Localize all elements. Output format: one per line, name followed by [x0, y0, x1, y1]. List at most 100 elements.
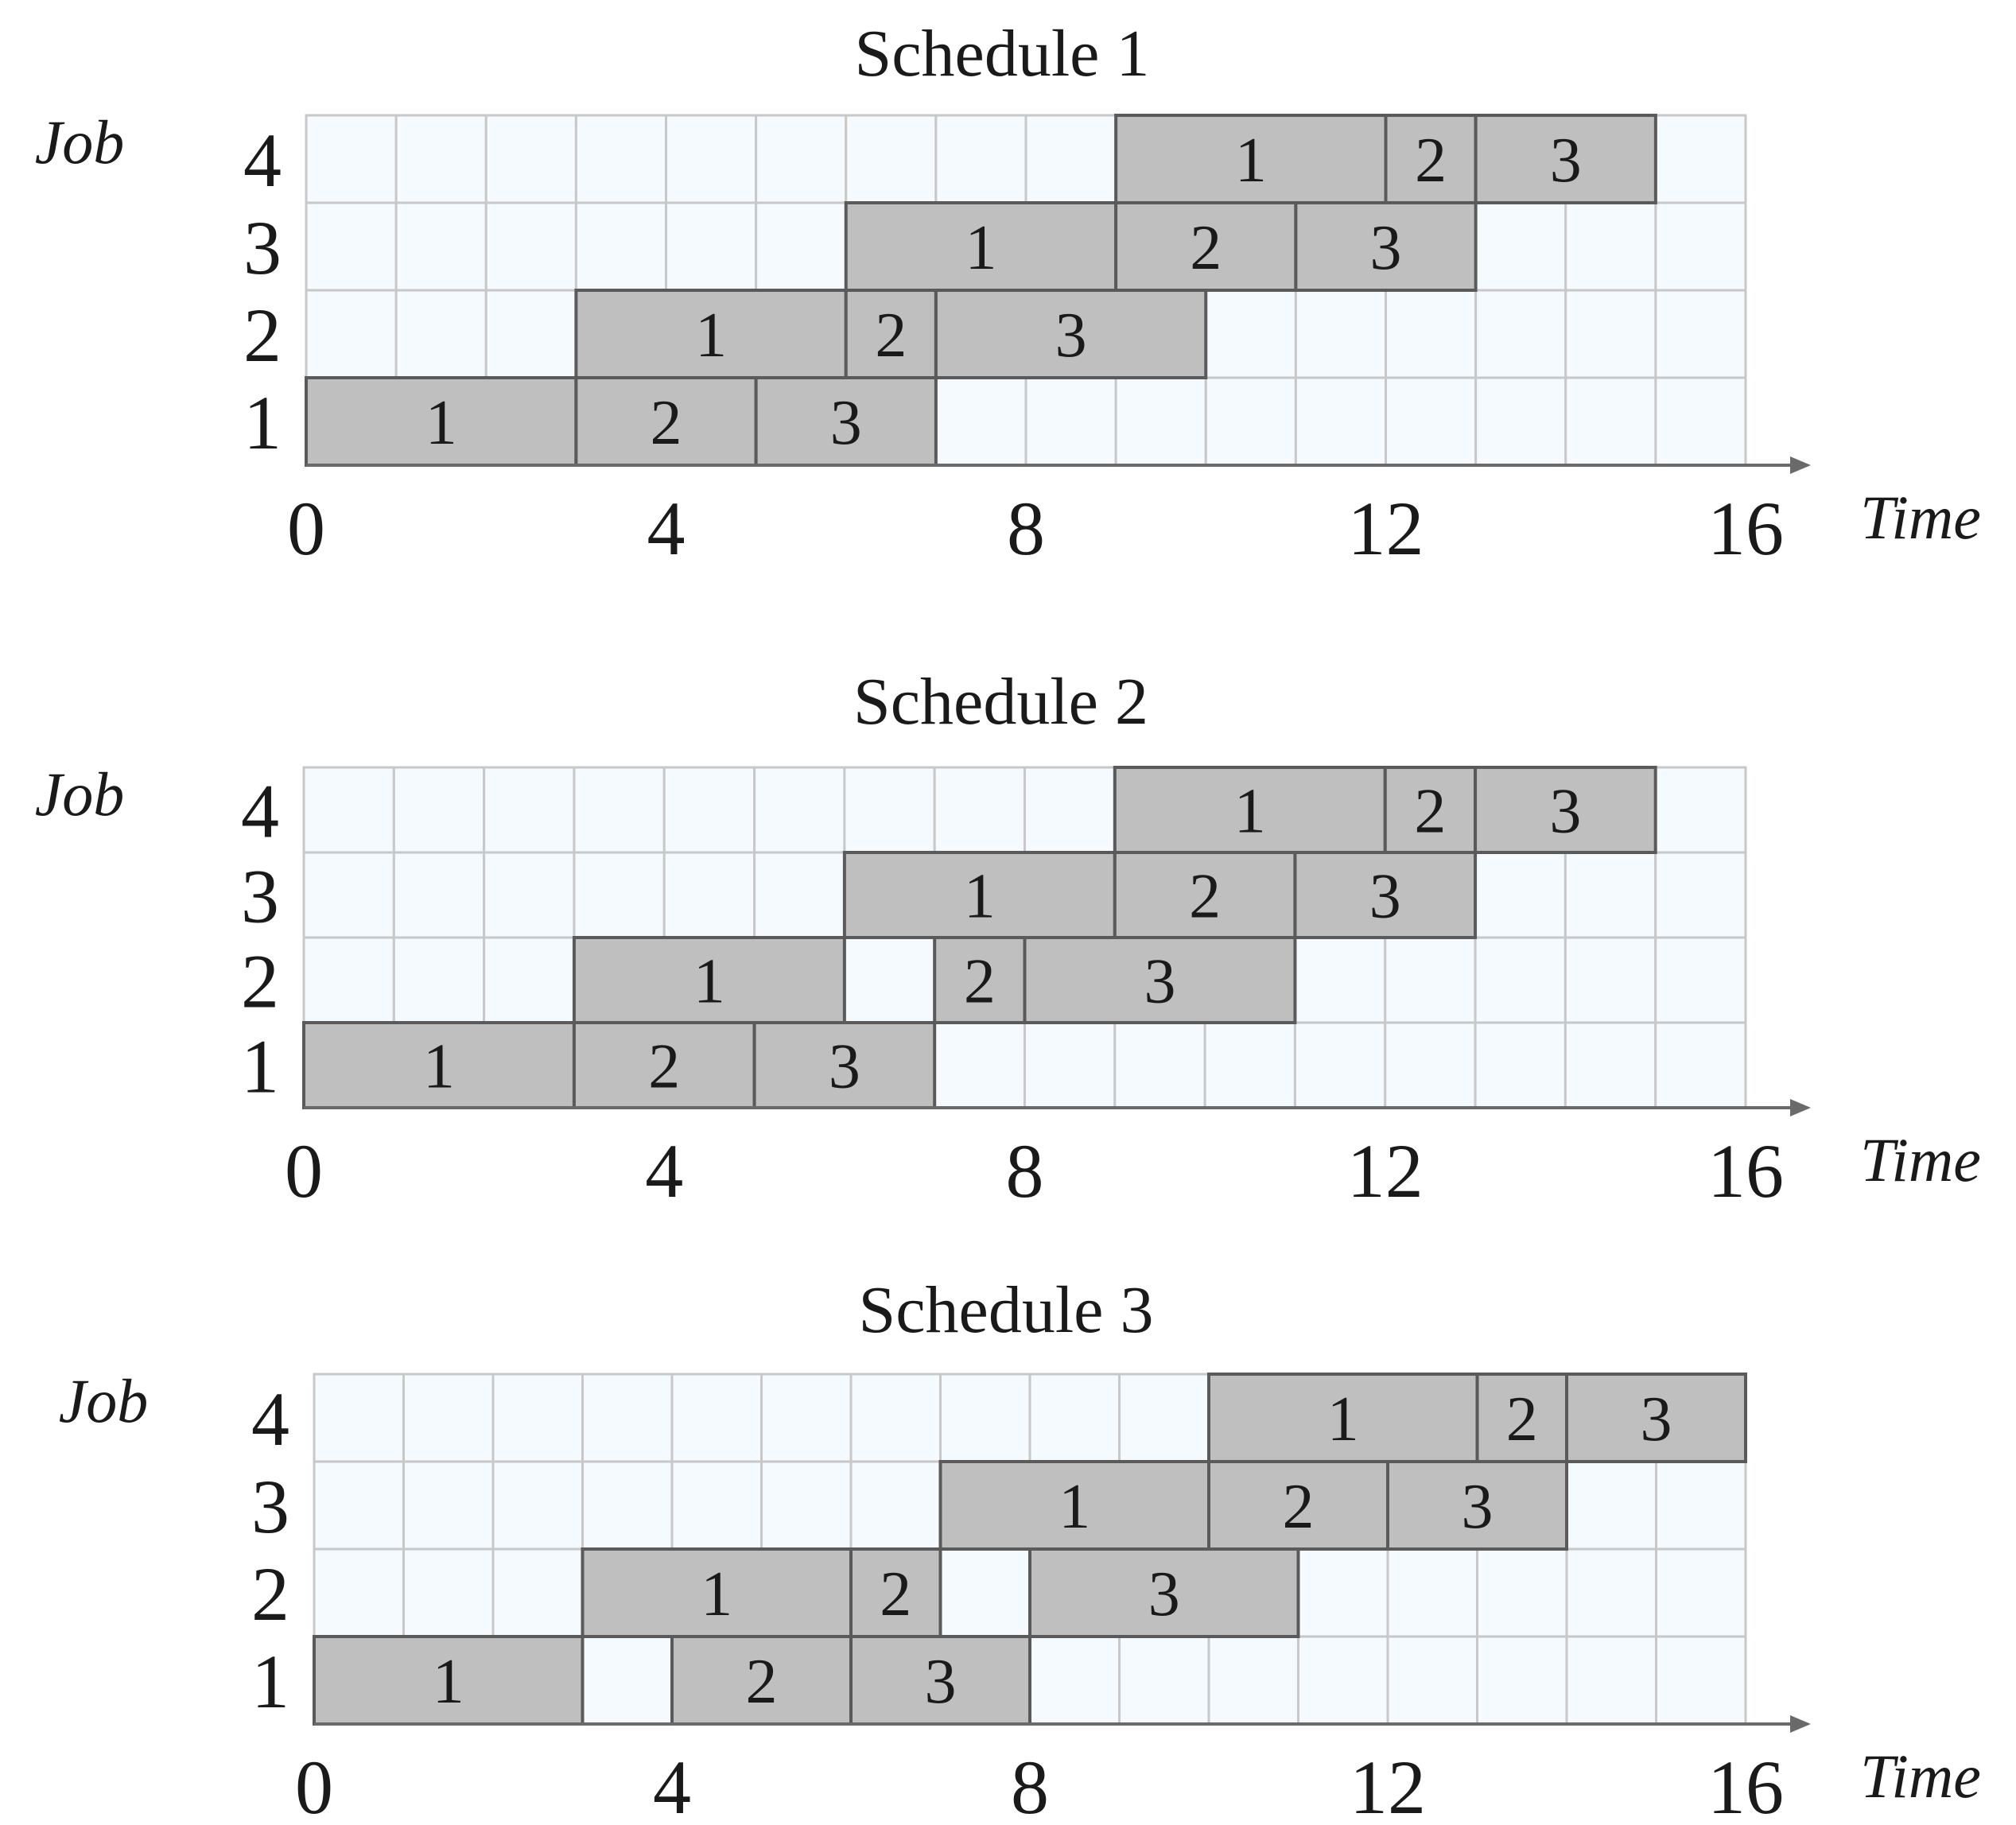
task-bar [1023, 936, 1297, 1024]
grid-cell [1293, 1021, 1387, 1109]
grid-cell [1024, 114, 1117, 204]
x-axis-arrow-icon [1790, 456, 1811, 474]
task-bar [1114, 114, 1388, 204]
grid-cell [1024, 766, 1117, 854]
task-bar [574, 289, 848, 379]
x-tick-label: 16 [1707, 1128, 1784, 1213]
grid-cell [933, 766, 1026, 854]
grid-cell [1384, 1021, 1477, 1109]
task-bar-label: 1 [695, 301, 727, 371]
grid-cell [845, 114, 938, 204]
grid-cell [1654, 766, 1747, 854]
grid-cell [1563, 1021, 1657, 1109]
grid-cell [305, 201, 398, 292]
grid-cell [1386, 1635, 1478, 1726]
task-bar-label: 2 [746, 1647, 778, 1717]
grid-cell [1474, 1021, 1567, 1109]
grid-cell [1654, 936, 1747, 1024]
y-tick-label: 4 [243, 118, 282, 203]
grid-cell [1024, 1021, 1117, 1109]
grid-cell [1476, 1635, 1568, 1726]
task-bar-label: 1 [1058, 1472, 1090, 1542]
task-bar [844, 289, 938, 379]
task-bar [1294, 201, 1478, 292]
task-bar-label: 1 [433, 1647, 464, 1717]
grid-cell [392, 936, 486, 1024]
grid-cell [581, 1460, 674, 1551]
task-bar-label: 1 [1327, 1384, 1359, 1454]
grid-cell [939, 1547, 1031, 1638]
chart-title: Schedule 3 [859, 1273, 1154, 1347]
task-bar [1113, 766, 1387, 854]
x-tick-label: 8 [1006, 1128, 1044, 1213]
x-tick-label: 0 [287, 486, 325, 571]
grid-cell [1564, 376, 1657, 467]
grid-cell [934, 114, 1027, 204]
grid-cell [934, 376, 1027, 467]
grid-cell [305, 289, 398, 379]
x-tick-label: 4 [645, 1128, 683, 1213]
grid-cell [670, 1373, 763, 1463]
grid-cell [843, 936, 936, 1024]
task-bar-label: 2 [1506, 1384, 1538, 1454]
x-tick-label: 4 [653, 1745, 691, 1825]
grid-cell [302, 766, 395, 854]
task-bar [1475, 1373, 1568, 1463]
grid-cell [1565, 1635, 1657, 1726]
task-bar-label: 3 [925, 1647, 957, 1717]
grid-cell [665, 114, 758, 204]
task-bar [572, 936, 846, 1024]
grid-cell [1294, 376, 1387, 467]
grid-cell [1294, 289, 1387, 379]
task-bar [1207, 1460, 1389, 1551]
task-bar [934, 289, 1208, 379]
grid-cell [402, 1547, 495, 1638]
task-bar-label: 3 [1641, 1384, 1672, 1454]
task-bar-label: 2 [1414, 777, 1446, 847]
y-tick-label: 3 [251, 1464, 289, 1549]
task-bar [574, 376, 758, 467]
grid-cell [662, 766, 756, 854]
x-axis-arrow-icon [1790, 1715, 1811, 1733]
grid-cell [1655, 1460, 1747, 1551]
grid-cell [1385, 376, 1478, 467]
x-tick-label: 12 [1347, 1128, 1424, 1213]
grid-cell [755, 201, 848, 292]
grid-cell [1028, 1635, 1121, 1726]
x-axis-label: Time [1860, 1742, 1981, 1811]
grid-cell [313, 1460, 405, 1551]
task-bar [1565, 1373, 1747, 1463]
task-bar-label: 1 [1235, 126, 1267, 196]
grid-cell [1114, 376, 1207, 467]
grid-cell [483, 766, 576, 854]
task-bar-label: 2 [648, 1032, 680, 1102]
grid-cell [1654, 376, 1747, 467]
grid-cell [1207, 1635, 1299, 1726]
task-bar-label: 2 [964, 947, 996, 1017]
grid-cell [760, 1460, 853, 1551]
task-bar-label: 2 [1415, 126, 1447, 196]
x-tick-label: 12 [1350, 1745, 1426, 1825]
grid-cell [753, 851, 846, 939]
grid-cell [402, 1460, 495, 1551]
grid-cell [392, 766, 486, 854]
grid-cell [1474, 376, 1567, 467]
grid-cell [484, 201, 577, 292]
y-axis-label: Job [35, 107, 125, 177]
task-bar-label: 1 [965, 213, 996, 283]
x-axis-label: Time [1860, 483, 1981, 552]
grid-cell [1118, 1373, 1210, 1463]
grid-cell [484, 289, 577, 379]
task-bar [1113, 851, 1297, 939]
task-bar [1474, 114, 1657, 204]
grid-cell [665, 201, 758, 292]
task-bar-label: 1 [425, 388, 457, 458]
grid-cell [402, 1373, 495, 1463]
grid-cell [1474, 936, 1567, 1024]
grid-cell [1563, 851, 1657, 939]
x-tick-label: 16 [1707, 486, 1784, 571]
grid-cell [394, 289, 487, 379]
grid-cell [755, 114, 848, 204]
grid-cell [1654, 289, 1747, 379]
grid-cell [1028, 1373, 1121, 1463]
